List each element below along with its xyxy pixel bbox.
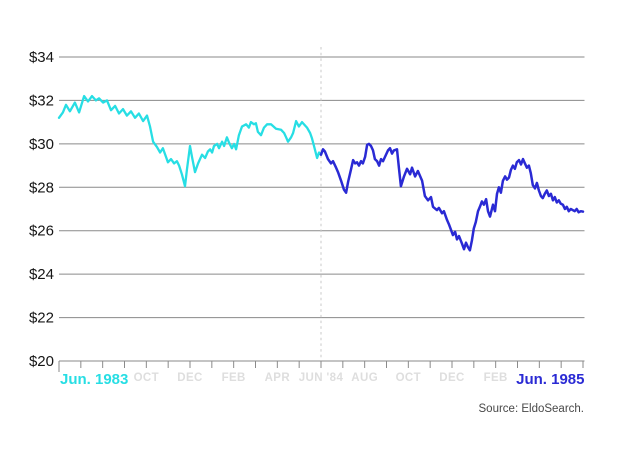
series-line-1983-1984 bbox=[57, 94, 323, 188]
x-axis-minor-label: DEC bbox=[177, 372, 202, 384]
x-axis-minor-label: APR bbox=[265, 372, 291, 384]
y-axis-label: $20 bbox=[29, 353, 54, 370]
source-note: Source: EldoSearch. bbox=[479, 403, 584, 415]
x-axis-minor-label: JUN '84 bbox=[299, 372, 344, 384]
x-axis-minor-label: OCT bbox=[396, 372, 421, 384]
x-axis-minor-label: FEB bbox=[484, 372, 508, 384]
y-axis-label: $24 bbox=[29, 266, 54, 283]
series-line-1984-1985 bbox=[319, 142, 585, 252]
y-axis-label: $26 bbox=[29, 223, 54, 240]
y-axis-label: $28 bbox=[29, 179, 54, 196]
y-axis-label: $32 bbox=[29, 92, 54, 109]
x-axis-minor-label: DEC bbox=[439, 372, 464, 384]
x-axis-minor-label: OCT bbox=[134, 372, 159, 384]
y-axis-label: $34 bbox=[29, 49, 54, 66]
y-axis-label: $22 bbox=[29, 310, 54, 327]
x-axis-minor-label: FEB bbox=[222, 372, 246, 384]
x-axis-start-label: Jun. 1983 bbox=[60, 371, 128, 388]
x-axis-minor-label: AUG bbox=[351, 372, 378, 384]
y-axis-label: $30 bbox=[29, 136, 54, 153]
x-axis-end-label: Jun. 1985 bbox=[516, 371, 584, 388]
